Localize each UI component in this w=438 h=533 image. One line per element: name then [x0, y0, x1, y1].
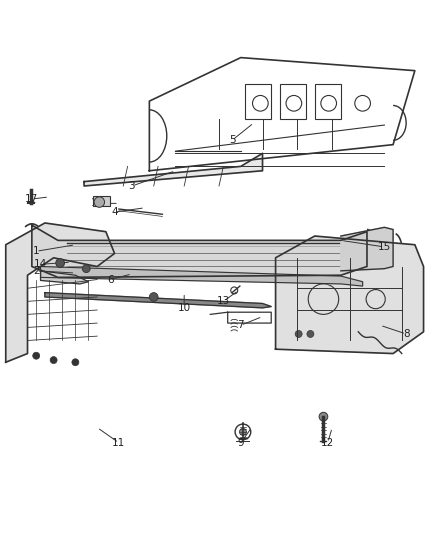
Circle shape	[240, 429, 247, 435]
Bar	[280, 84, 306, 118]
Polygon shape	[341, 228, 393, 271]
Bar	[228, 249, 245, 260]
Bar	[149, 249, 167, 260]
Polygon shape	[41, 271, 88, 284]
Polygon shape	[84, 154, 262, 186]
Text: 14: 14	[34, 260, 47, 269]
Polygon shape	[32, 225, 367, 277]
Text: 15: 15	[378, 242, 391, 252]
Text: 9: 9	[237, 438, 244, 448]
Bar	[176, 249, 193, 260]
Polygon shape	[276, 236, 424, 353]
Circle shape	[149, 293, 158, 301]
Circle shape	[82, 265, 90, 272]
Circle shape	[72, 359, 79, 366]
Text: 6: 6	[107, 274, 113, 285]
Circle shape	[94, 197, 105, 207]
Polygon shape	[6, 223, 115, 362]
Bar	[306, 249, 323, 260]
Circle shape	[56, 259, 64, 268]
Circle shape	[319, 413, 328, 421]
Bar	[201, 249, 219, 260]
Text: 1: 1	[33, 246, 39, 256]
Circle shape	[33, 352, 40, 359]
Text: 10: 10	[178, 303, 191, 313]
Bar	[93, 196, 110, 206]
Bar	[245, 84, 271, 118]
Text: 13: 13	[217, 296, 230, 306]
Text: 3: 3	[129, 181, 135, 191]
Polygon shape	[45, 293, 271, 308]
Bar	[97, 249, 115, 260]
Bar	[315, 84, 341, 118]
Bar	[123, 249, 141, 260]
Circle shape	[50, 357, 57, 364]
Circle shape	[295, 330, 302, 337]
Text: 7: 7	[237, 320, 244, 330]
Bar	[280, 249, 297, 260]
Text: 8: 8	[403, 329, 410, 339]
Text: 4: 4	[111, 207, 118, 217]
Polygon shape	[41, 266, 363, 286]
Bar	[254, 249, 271, 260]
Circle shape	[307, 330, 314, 337]
Text: 16: 16	[91, 198, 104, 208]
Text: 11: 11	[112, 438, 126, 448]
Text: 17: 17	[25, 194, 39, 204]
Text: 2: 2	[33, 266, 39, 276]
Text: 12: 12	[321, 438, 335, 448]
Text: 5: 5	[229, 135, 235, 146]
